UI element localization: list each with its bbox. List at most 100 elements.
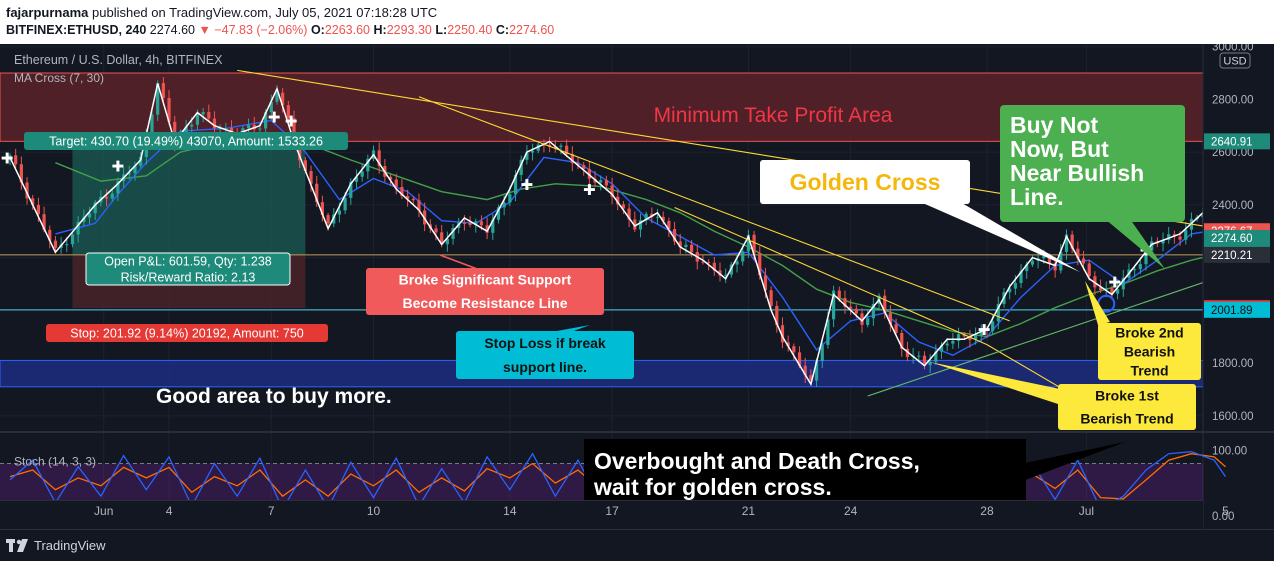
candle	[139, 156, 143, 166]
candle	[837, 290, 841, 299]
stop-label-text: Stop: 201.92 (9.14%) 20192, Amount: 750	[70, 326, 304, 340]
candle	[394, 179, 398, 187]
x-tick-label: 14	[503, 504, 517, 518]
candle	[1064, 234, 1069, 252]
candle	[479, 221, 484, 226]
y-tick-label: 1800.00	[1212, 358, 1254, 370]
candle	[377, 150, 381, 167]
candle	[462, 222, 466, 224]
candle	[508, 194, 512, 203]
symbol-line: BITFINEX:ETHUSD, 240 2274.60 ▼ −47.83 (−…	[6, 23, 554, 37]
candle	[309, 171, 313, 184]
broke-2nd-callout: Broke 2nd Bearish Trend	[1098, 323, 1201, 380]
candle	[1076, 248, 1080, 259]
broke-support-callout-text: Become Resistance Line	[403, 295, 568, 311]
candle	[621, 204, 626, 209]
trend-line	[418, 96, 1010, 322]
price-tag-text: 2001.89	[1211, 305, 1253, 317]
tradingview-logo-icon[interactable]	[6, 539, 30, 553]
candle	[712, 262, 716, 271]
price-tag-text: 2640.91	[1211, 136, 1253, 148]
pnl-label-box	[85, 252, 291, 286]
candle	[354, 176, 359, 182]
candle	[400, 186, 404, 196]
candle	[150, 114, 154, 137]
high-value: 2293.30	[386, 23, 432, 37]
candle	[1025, 264, 1029, 272]
broke-2nd-callout-box	[1098, 323, 1201, 380]
candle	[860, 313, 864, 325]
x-tick-label: 5	[1222, 504, 1229, 518]
candle	[1081, 258, 1086, 264]
candle	[190, 124, 194, 127]
candle	[849, 306, 853, 309]
candle	[769, 290, 773, 306]
overbought-text: Overbought and Death Cross,	[594, 448, 920, 474]
candle	[269, 101, 273, 113]
candle	[786, 342, 790, 347]
candle	[610, 185, 614, 197]
broke-support-callout-text: Broke Significant Support	[399, 272, 572, 288]
candle	[8, 155, 12, 158]
candle	[502, 202, 506, 208]
candle	[928, 361, 932, 366]
candle	[491, 219, 495, 233]
candle	[320, 202, 324, 216]
candle	[1150, 241, 1154, 251]
buy-not-now-text: Buy Not	[1010, 112, 1099, 138]
candle	[474, 221, 478, 225]
candle	[530, 150, 535, 153]
candle	[684, 244, 688, 247]
stoch-tick: 100.00	[1212, 445, 1247, 457]
y-tick-label: 2600.00	[1212, 147, 1254, 159]
candle	[1116, 289, 1120, 294]
target-label: Target: 430.70 (19.49%) 43070, Amount: 1…	[24, 132, 348, 150]
candle	[349, 181, 353, 198]
price-tag: 2001.89	[1204, 301, 1270, 318]
publish-line: fajarpurnama published on TradingView.co…	[6, 5, 437, 20]
candle	[411, 198, 415, 201]
candle	[576, 163, 580, 165]
broke-1st-callout-text: Bearish Trend	[1080, 410, 1173, 426]
footer-brand[interactable]: TradingView	[34, 538, 106, 553]
broke-2nd-callout-text: Bearish	[1124, 343, 1175, 359]
target-label-box	[24, 132, 348, 150]
broke-1st-callout-text: Broke 1st	[1095, 387, 1159, 403]
broke-2nd-pointer	[1085, 281, 1110, 325]
close-value: 2274.60	[509, 23, 555, 37]
candle	[1104, 288, 1108, 290]
x-tick-label: 21	[741, 504, 756, 518]
stoch-tick: 0.00	[1212, 511, 1234, 523]
author-name[interactable]: fajarpurnama	[6, 5, 89, 20]
candle	[1098, 287, 1103, 290]
cross-marker-icon: ✚	[978, 322, 991, 339]
candle	[979, 329, 983, 336]
cross-marker-icon: ✚	[583, 182, 596, 199]
chart-title: Ethereum / U.S. Dollar, 4h, BITFINEX	[14, 53, 223, 67]
candle	[440, 232, 444, 245]
candle	[303, 160, 307, 172]
candle	[866, 318, 870, 325]
candle	[1030, 260, 1034, 265]
candle	[559, 145, 563, 147]
candle	[451, 227, 455, 239]
price-chart[interactable]: ✚✚✚✚✚✚✚✚✚Ethereum / U.S. Dollar, 4h, BIT…	[0, 44, 1274, 529]
buy-not-now-box	[1000, 105, 1185, 222]
cross-marker-icon: ✚	[285, 113, 298, 130]
candle	[826, 319, 830, 345]
candle	[565, 145, 569, 155]
candle	[110, 193, 114, 199]
candle	[820, 344, 824, 362]
low-value: 2250.40	[447, 23, 493, 37]
golden-cross-pointer	[925, 199, 1080, 272]
candle	[832, 290, 836, 320]
candle	[485, 225, 489, 233]
price-change: −47.83 (−2.06%)	[214, 23, 308, 37]
cross-marker-icon: ✚	[112, 158, 125, 175]
candle	[900, 333, 904, 349]
candle	[690, 244, 694, 253]
broke-1st-callout-box	[1058, 384, 1196, 430]
candle	[201, 112, 205, 115]
candle	[814, 361, 819, 381]
candle	[934, 351, 938, 362]
